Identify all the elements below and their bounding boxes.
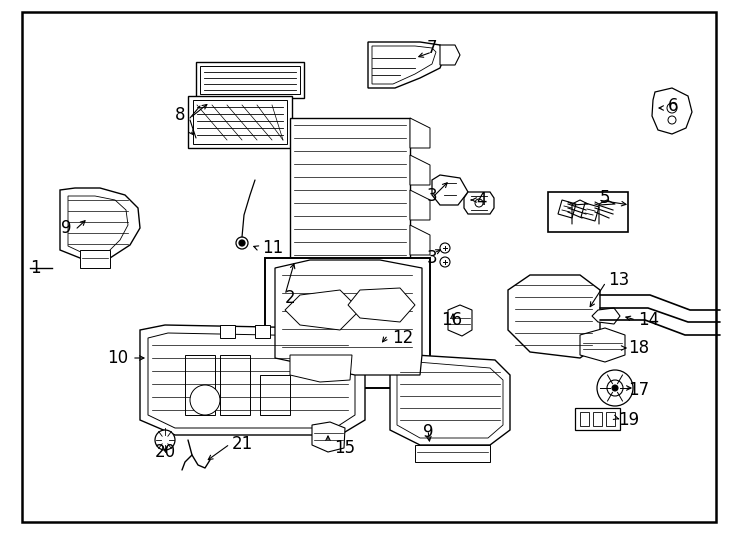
Polygon shape — [410, 225, 430, 255]
Bar — [575, 408, 620, 430]
Text: 18: 18 — [628, 339, 649, 357]
Polygon shape — [580, 328, 625, 362]
Bar — [265, 258, 430, 388]
Polygon shape — [410, 190, 430, 220]
Polygon shape — [290, 355, 352, 382]
Polygon shape — [285, 290, 360, 330]
Circle shape — [190, 385, 220, 415]
Circle shape — [668, 116, 676, 124]
Polygon shape — [448, 305, 472, 336]
Polygon shape — [410, 260, 430, 285]
Circle shape — [607, 380, 623, 396]
Text: 7: 7 — [426, 39, 437, 57]
Circle shape — [440, 243, 450, 253]
Bar — [606, 412, 615, 426]
Text: 21: 21 — [232, 435, 253, 453]
Polygon shape — [220, 355, 250, 415]
Circle shape — [475, 199, 483, 207]
Polygon shape — [188, 96, 292, 148]
Bar — [548, 192, 628, 232]
Polygon shape — [508, 275, 600, 358]
Text: 9: 9 — [423, 423, 433, 441]
Text: 3: 3 — [426, 187, 437, 205]
Text: 3: 3 — [426, 249, 437, 267]
Polygon shape — [275, 260, 422, 375]
Polygon shape — [368, 42, 445, 88]
Text: 2: 2 — [285, 289, 295, 307]
Text: 19: 19 — [618, 411, 639, 429]
Text: 6: 6 — [668, 97, 678, 115]
Text: 12: 12 — [392, 329, 413, 347]
Polygon shape — [464, 192, 494, 214]
Polygon shape — [312, 422, 345, 452]
Circle shape — [155, 430, 175, 450]
Text: 15: 15 — [335, 439, 355, 457]
Polygon shape — [255, 325, 270, 338]
Polygon shape — [60, 188, 140, 260]
Polygon shape — [440, 45, 460, 65]
Circle shape — [597, 370, 633, 406]
Text: 5: 5 — [600, 189, 611, 207]
Polygon shape — [410, 155, 430, 185]
Polygon shape — [220, 325, 235, 338]
Text: 1: 1 — [29, 259, 40, 277]
Polygon shape — [592, 308, 620, 324]
Text: 14: 14 — [638, 311, 659, 329]
Circle shape — [440, 257, 450, 267]
Polygon shape — [260, 375, 290, 415]
Text: 4: 4 — [476, 191, 487, 209]
Polygon shape — [652, 88, 692, 134]
Bar — [580, 412, 589, 426]
Text: 17: 17 — [628, 381, 649, 399]
Circle shape — [612, 385, 618, 391]
Polygon shape — [581, 203, 599, 221]
Polygon shape — [558, 200, 576, 218]
Text: 9: 9 — [62, 219, 72, 237]
Text: 13: 13 — [608, 271, 629, 289]
Text: 16: 16 — [441, 311, 462, 329]
Text: 20: 20 — [154, 443, 175, 461]
Circle shape — [667, 103, 677, 113]
Bar — [290, 118, 410, 328]
Polygon shape — [196, 62, 304, 98]
Polygon shape — [348, 288, 415, 322]
Text: 11: 11 — [262, 239, 283, 257]
Polygon shape — [410, 118, 430, 148]
Polygon shape — [432, 175, 468, 205]
Polygon shape — [185, 355, 215, 415]
Text: 10: 10 — [107, 349, 128, 367]
Polygon shape — [410, 290, 430, 315]
Polygon shape — [390, 355, 510, 445]
Bar — [593, 412, 602, 426]
Circle shape — [236, 237, 248, 249]
Polygon shape — [80, 250, 110, 268]
Polygon shape — [415, 445, 490, 462]
Circle shape — [239, 240, 245, 246]
Polygon shape — [140, 325, 365, 435]
Text: 8: 8 — [175, 106, 185, 124]
